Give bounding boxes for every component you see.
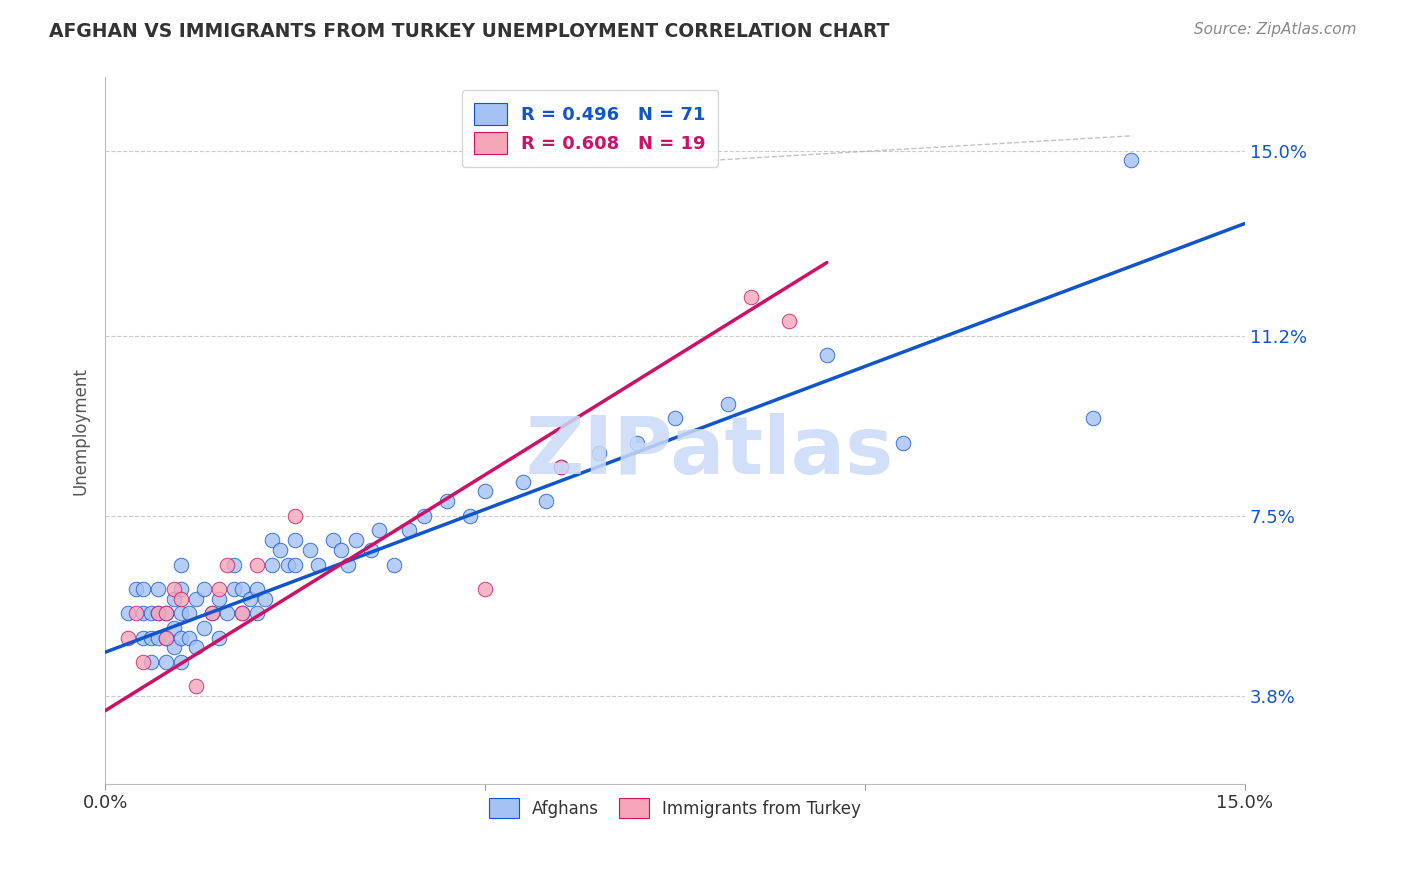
Point [155, 606, 177, 620]
Point [891, 435, 914, 450]
Legend: Afghans, Immigrants from Turkey: Afghans, Immigrants from Turkey [482, 791, 868, 825]
Point [262, 533, 284, 548]
Point [170, 582, 193, 596]
Point [436, 494, 458, 508]
Point [474, 582, 496, 596]
Point [162, 640, 184, 655]
Point [253, 591, 276, 606]
Point [148, 606, 170, 620]
Text: AFGHAN VS IMMIGRANTS FROM TURKEY UNEMPLOYMENT CORRELATION CHART: AFGHAN VS IMMIGRANTS FROM TURKEY UNEMPLO… [49, 22, 890, 41]
Point [224, 558, 246, 572]
Point [193, 621, 215, 635]
Point [224, 582, 246, 596]
Point [170, 655, 193, 669]
Point [664, 411, 686, 425]
Point [307, 558, 329, 572]
Point [458, 508, 481, 523]
Point [815, 348, 838, 362]
Point [778, 314, 800, 328]
Point [367, 524, 389, 538]
Point [148, 606, 170, 620]
Point [322, 533, 344, 548]
Point [139, 655, 162, 669]
Point [162, 582, 184, 596]
Point [360, 543, 382, 558]
Point [329, 543, 352, 558]
Point [162, 591, 184, 606]
Point [139, 606, 162, 620]
Point [208, 591, 231, 606]
Point [155, 631, 177, 645]
Point [337, 558, 360, 572]
Point [269, 543, 291, 558]
Point [276, 558, 298, 572]
Point [200, 606, 222, 620]
Point [284, 558, 307, 572]
Point [231, 606, 253, 620]
Point [262, 558, 284, 572]
Point [170, 591, 193, 606]
Point [215, 606, 238, 620]
Point [588, 445, 610, 459]
Point [186, 640, 208, 655]
Point [208, 582, 231, 596]
Point [124, 606, 146, 620]
Point [413, 508, 436, 523]
Point [170, 558, 193, 572]
Point [200, 606, 222, 620]
Point [626, 435, 648, 450]
Point [512, 475, 534, 489]
Point [398, 524, 420, 538]
Point [215, 558, 238, 572]
Point [474, 484, 496, 499]
Point [238, 591, 260, 606]
Point [246, 582, 269, 596]
Point [155, 655, 177, 669]
Point [1081, 411, 1104, 425]
Point [299, 543, 322, 558]
Text: Source: ZipAtlas.com: Source: ZipAtlas.com [1194, 22, 1357, 37]
Point [132, 606, 155, 620]
Point [193, 582, 215, 596]
Point [246, 606, 269, 620]
Point [155, 631, 177, 645]
Point [132, 582, 155, 596]
Point [132, 631, 155, 645]
Point [740, 290, 762, 304]
Point [186, 591, 208, 606]
Text: ZIPatlas: ZIPatlas [524, 413, 893, 491]
Point [177, 606, 200, 620]
Point [148, 582, 170, 596]
Point [717, 397, 740, 411]
Point [1119, 153, 1142, 168]
Point [162, 621, 184, 635]
Point [344, 533, 367, 548]
Point [231, 582, 253, 596]
Point [186, 679, 208, 693]
Point [177, 631, 200, 645]
Point [231, 606, 253, 620]
Point [170, 631, 193, 645]
Point [246, 558, 269, 572]
Point [284, 508, 307, 523]
Point [550, 460, 572, 475]
Point [208, 631, 231, 645]
Point [117, 606, 139, 620]
Point [550, 460, 572, 475]
Point [534, 494, 557, 508]
Point [155, 606, 177, 620]
Point [170, 606, 193, 620]
Point [117, 631, 139, 645]
Point [284, 533, 307, 548]
Y-axis label: Unemployment: Unemployment [72, 367, 89, 494]
Point [139, 631, 162, 645]
Point [124, 582, 146, 596]
Point [148, 631, 170, 645]
Point [132, 655, 155, 669]
Point [382, 558, 405, 572]
